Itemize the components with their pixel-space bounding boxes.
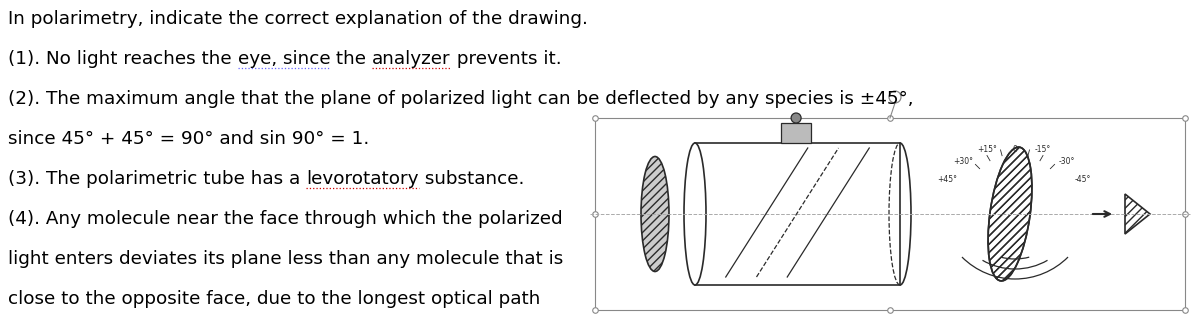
Text: +30°: +30° xyxy=(953,158,973,167)
Bar xyxy=(695,143,900,285)
Text: (4). Any molecule near the face through which the polarized: (4). Any molecule near the face through … xyxy=(8,210,563,228)
Text: +45°: +45° xyxy=(937,174,958,183)
Text: close to the opposite face, due to the longest optical path: close to the opposite face, due to the l… xyxy=(8,290,540,308)
Bar xyxy=(595,118,1186,310)
Text: levorotatory: levorotatory xyxy=(306,170,419,188)
Circle shape xyxy=(791,113,802,123)
Polygon shape xyxy=(1126,194,1150,234)
Text: -30°: -30° xyxy=(1058,158,1075,167)
Text: (1). No light reaches the: (1). No light reaches the xyxy=(8,50,238,68)
Text: analyzer: analyzer xyxy=(372,50,451,68)
Ellipse shape xyxy=(684,143,706,285)
Text: light enters deviates its plane less than any molecule that is: light enters deviates its plane less tha… xyxy=(8,250,563,268)
Text: -45°: -45° xyxy=(1075,174,1091,183)
Text: (2). The maximum angle that the plane of polarized light can be deflected by any: (2). The maximum angle that the plane of… xyxy=(8,90,913,108)
Text: prevents it.: prevents it. xyxy=(451,50,562,68)
Ellipse shape xyxy=(641,157,670,271)
Text: eye, since: eye, since xyxy=(238,50,330,68)
Text: since 45° + 45° = 90° and sin 90° = 1.: since 45° + 45° = 90° and sin 90° = 1. xyxy=(8,130,370,148)
Text: 0: 0 xyxy=(1013,145,1018,153)
Text: the: the xyxy=(330,50,372,68)
Text: In polarimetry, indicate the correct explanation of the drawing.: In polarimetry, indicate the correct exp… xyxy=(8,10,588,28)
Text: (3). The polarimetric tube has a: (3). The polarimetric tube has a xyxy=(8,170,306,188)
Text: -15°: -15° xyxy=(1034,145,1051,153)
Bar xyxy=(781,123,811,143)
Ellipse shape xyxy=(988,147,1032,281)
Text: +15°: +15° xyxy=(977,145,997,153)
Text: substance.: substance. xyxy=(419,170,524,188)
